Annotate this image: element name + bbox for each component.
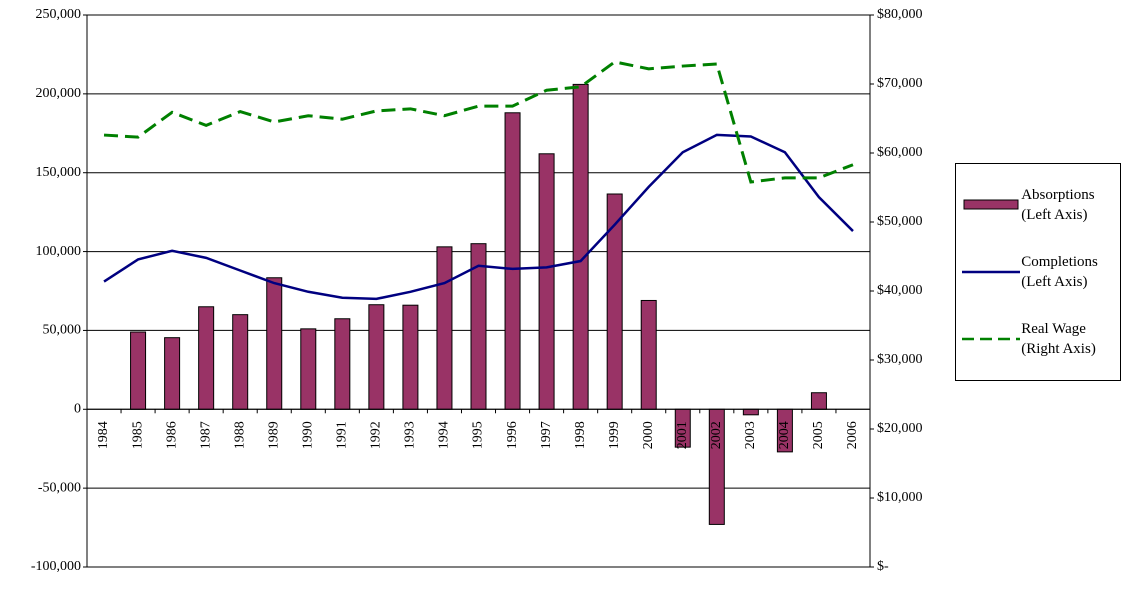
- bar: [300, 328, 317, 410]
- x-tick-label: 2003: [743, 421, 758, 449]
- bar: [538, 153, 555, 410]
- bar: [232, 314, 249, 410]
- y-tick-label: 150,000: [36, 165, 82, 180]
- x-tick-label: 2006: [845, 421, 860, 449]
- y-tick-label: 200,000: [36, 86, 82, 101]
- legend-marker: [962, 337, 1020, 340]
- x-tick-label: 1990: [301, 421, 316, 449]
- y2-tick-label: $70,000: [877, 76, 923, 91]
- y-tick-label: 250,000: [36, 7, 82, 22]
- x-tick-label: 1986: [164, 421, 179, 449]
- x-tick-label: 2002: [709, 421, 724, 449]
- x-tick-label: 1988: [232, 421, 247, 449]
- bar: [504, 112, 521, 410]
- x-tick-label: 2005: [811, 421, 826, 449]
- y-tick-label: -50,000: [38, 480, 81, 495]
- x-tick-label: 1992: [369, 421, 384, 449]
- y2-tick-label: $40,000: [877, 283, 923, 298]
- bar: [198, 306, 215, 410]
- y-tick-label: 50,000: [43, 323, 82, 338]
- legend-label: Completions (Left Axis): [1021, 253, 1098, 290]
- x-tick-label: 1999: [607, 421, 622, 449]
- bar: [436, 246, 453, 410]
- legend-marker: [962, 270, 1020, 274]
- x-tick-label: 2001: [675, 421, 690, 449]
- y2-tick-label: $-: [877, 559, 889, 574]
- bar: [130, 331, 147, 410]
- bar: [640, 299, 657, 410]
- x-tick-label: 1994: [437, 421, 452, 449]
- y-tick-label: 0: [74, 402, 81, 417]
- bar: [164, 337, 181, 410]
- x-tick-label: 1997: [539, 421, 554, 449]
- y2-tick-label: $20,000: [877, 421, 923, 436]
- y2-tick-label: $80,000: [877, 7, 923, 22]
- x-tick-label: 1985: [130, 421, 145, 449]
- x-tick-label: 1996: [505, 421, 520, 449]
- x-tick-label: 1993: [403, 421, 418, 449]
- dashed-line: [103, 60, 854, 184]
- bar: [810, 392, 827, 410]
- x-tick-label: 2004: [777, 421, 792, 449]
- bar: [572, 83, 589, 410]
- legend-label: Real Wage (Right Axis): [1021, 320, 1096, 357]
- legend-swatch: [963, 199, 1019, 210]
- legend-marker: [963, 199, 1019, 210]
- x-tick-label: 2000: [641, 421, 656, 449]
- legend-label: Absorptions (Left Axis): [1021, 187, 1095, 224]
- x-tick-label: 1995: [471, 421, 486, 449]
- bar: [368, 304, 385, 410]
- bar: [742, 408, 759, 416]
- legend: Absorptions (Left Axis) Completions (Left…: [955, 163, 1121, 381]
- y2-tick-label: $50,000: [877, 214, 923, 229]
- y2-tick-label: $60,000: [877, 145, 923, 160]
- y2-tick-label: $30,000: [877, 352, 923, 367]
- x-tick-label: 1987: [198, 421, 213, 449]
- y2-tick-label: $10,000: [877, 490, 923, 505]
- y-tick-label: -100,000: [31, 559, 81, 574]
- x-tick-label: 1989: [266, 421, 281, 449]
- bar: [266, 277, 283, 410]
- line: [103, 133, 854, 301]
- legend-item: Real Wage (Right Axis): [960, 319, 1116, 359]
- bar: [334, 318, 351, 410]
- x-tick-label: 1984: [96, 421, 111, 449]
- x-tick-label: 1991: [335, 421, 350, 449]
- legend-item: Absorptions (Left Axis): [960, 185, 1116, 225]
- chart: -100,000 -50,000 0 50,000 100,000 150,000 200,…: [31, 7, 923, 574]
- x-tick-label: 1998: [573, 421, 588, 449]
- bar: [402, 304, 419, 410]
- y-tick-label: 100,000: [36, 244, 82, 259]
- legend-item: Completions (Left Axis): [960, 252, 1116, 292]
